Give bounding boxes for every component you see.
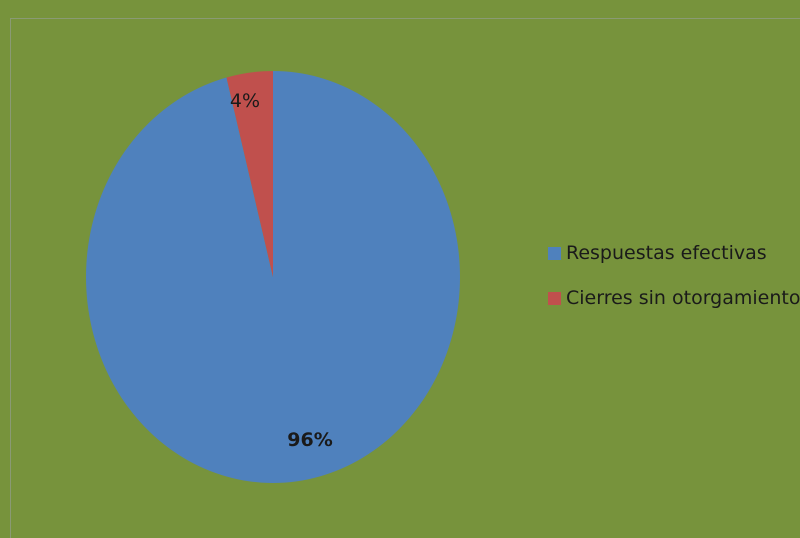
pie-slice-respuestas-efectivas[interactable] (86, 71, 461, 483)
chart-frame (10, 18, 800, 538)
legend-swatch-respuestas-efectivas (548, 246, 561, 260)
data-label-cierres-sin-otorgamiento: 4% (230, 90, 260, 112)
legend-item-cierres-sin-otorgamiento[interactable]: Cierres sin otorgamiento (548, 285, 800, 311)
legend-item-respuestas-efectivas[interactable]: Respuestas efectivas (548, 240, 800, 266)
pie-slice-cierres-sin-otorgamiento[interactable] (226, 71, 273, 277)
legend: Respuestas efectivas Cierres sin otorgam… (548, 240, 800, 330)
legend-label-cierres-sin-otorgamiento: Cierres sin otorgamiento (566, 287, 800, 309)
legend-swatch-cierres-sin-otorgamiento (548, 291, 561, 305)
data-label-respuestas-efectivas: 96% (287, 429, 332, 451)
legend-label-respuestas-efectivas: Respuestas efectivas (566, 242, 767, 264)
